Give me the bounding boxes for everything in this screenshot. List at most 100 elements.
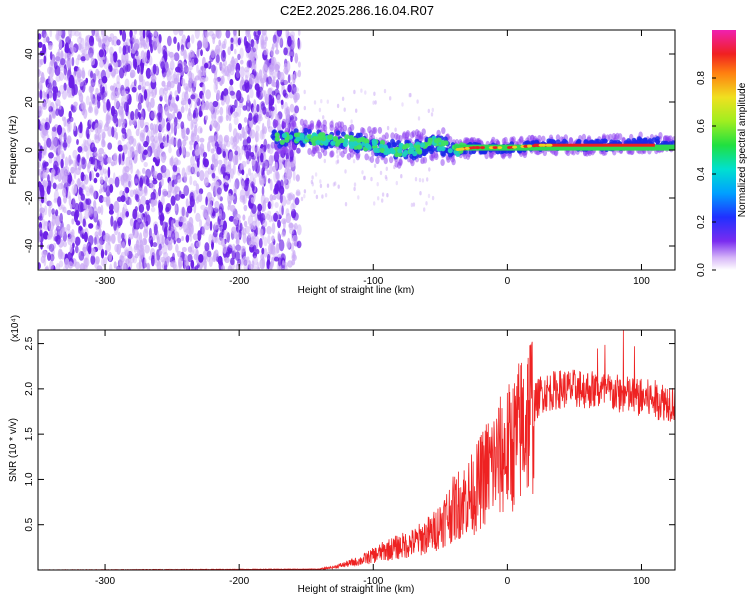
noise-blob (190, 94, 196, 100)
signal-peak-dot (455, 148, 461, 151)
noise-blob (190, 259, 195, 269)
noise-blob (183, 135, 189, 141)
noise-blob (267, 210, 272, 216)
signal-strong (447, 148, 453, 154)
noise-blob (260, 34, 264, 46)
noise-blob (138, 103, 142, 112)
signal-halo (360, 127, 365, 134)
noise-blob (276, 30, 283, 37)
noise-blob (47, 174, 50, 183)
noise-blob (199, 77, 206, 83)
noise-blob (170, 157, 174, 167)
noise-blob (39, 203, 43, 215)
colorbar-label: Normalized spectral amplitude (737, 82, 748, 217)
noise-blob (71, 218, 75, 225)
noise-blob (152, 63, 157, 75)
noise-blob (145, 97, 150, 109)
noise-blob (189, 61, 193, 71)
noise-blob (292, 250, 296, 260)
noise-blob (232, 30, 238, 37)
noise-blob (159, 87, 165, 98)
noise-blob (153, 135, 159, 144)
noise-blob (39, 58, 44, 66)
signal-halo (307, 148, 312, 155)
noise-blob (100, 258, 105, 267)
noise-blob (263, 212, 268, 220)
noise-blob (167, 113, 173, 121)
signal-strong (417, 149, 423, 155)
noise-blob (152, 242, 158, 248)
noise-blob (119, 254, 124, 262)
noise-blob (41, 218, 46, 230)
snr-x-tick-label: 0 (505, 576, 511, 587)
noise-blob (66, 86, 72, 98)
signal-peak-dot (464, 146, 470, 150)
signal-carrier-peak (534, 143, 655, 147)
noise-blob (215, 84, 218, 90)
noise-blob (227, 265, 233, 270)
noise-blob (83, 231, 88, 243)
noise-blob (294, 105, 299, 114)
colorbar-scale (712, 30, 736, 270)
noise-blob (232, 216, 239, 226)
noise-blob (214, 158, 219, 168)
noise-blob (98, 147, 104, 155)
noise-blob (97, 119, 104, 129)
noise-blob (418, 177, 422, 183)
noise-blob (118, 153, 122, 166)
noise-blob (122, 144, 128, 150)
noise-blob (65, 63, 71, 69)
noise-blob (274, 42, 278, 48)
spectrogram-y-tick-label: 40 (24, 48, 35, 60)
noise-blob (44, 205, 48, 216)
snr-y-tick-label: 2.0 (24, 381, 35, 395)
noise-blob (83, 264, 88, 270)
noise-blob (98, 195, 104, 203)
noise-blob (90, 247, 96, 257)
noise-blob (115, 87, 121, 96)
noise-blob (181, 34, 186, 44)
noise-blob (245, 42, 252, 54)
noise-blob (241, 169, 245, 176)
noise-blob (244, 69, 250, 79)
noise-blob (173, 36, 177, 44)
noise-blob (234, 150, 239, 156)
noise-blob (164, 260, 168, 270)
noise-blob (260, 103, 266, 111)
noise-blob (199, 137, 205, 143)
noise-blob (87, 245, 92, 255)
noise-blob (336, 159, 340, 164)
noise-blob (77, 249, 81, 257)
noise-blob (99, 165, 102, 171)
noise-blob (191, 87, 195, 96)
noise-blob (233, 111, 239, 117)
noise-blob (173, 30, 179, 36)
noise-blob (70, 104, 74, 111)
noise-blob (251, 159, 255, 167)
noise-blob (280, 253, 286, 263)
noise-blob (72, 197, 76, 209)
noise-blob (261, 247, 265, 255)
noise-blob (240, 59, 244, 65)
noise-blob (93, 236, 97, 245)
noise-blob (319, 179, 322, 184)
signal-halo (316, 120, 322, 128)
signal-strong (344, 134, 350, 140)
noise-blob (109, 263, 113, 270)
spectrogram-x-axis: -300 -200 -100 0 100 (95, 30, 650, 287)
noise-blob (59, 52, 64, 60)
noise-blob (190, 132, 197, 143)
noise-blob (233, 116, 239, 125)
noise-blob (93, 190, 99, 200)
noise-blob (253, 60, 257, 72)
signal-halo (608, 133, 613, 141)
noise-blob (42, 179, 47, 188)
noise-blob (294, 52, 299, 64)
noise-blob (254, 83, 260, 91)
noise-blob (173, 124, 177, 136)
noise-blob (293, 87, 299, 93)
noise-blob (78, 201, 84, 213)
noise-blob (139, 132, 145, 142)
noise-blob (425, 201, 428, 206)
signal-halo (372, 126, 378, 134)
